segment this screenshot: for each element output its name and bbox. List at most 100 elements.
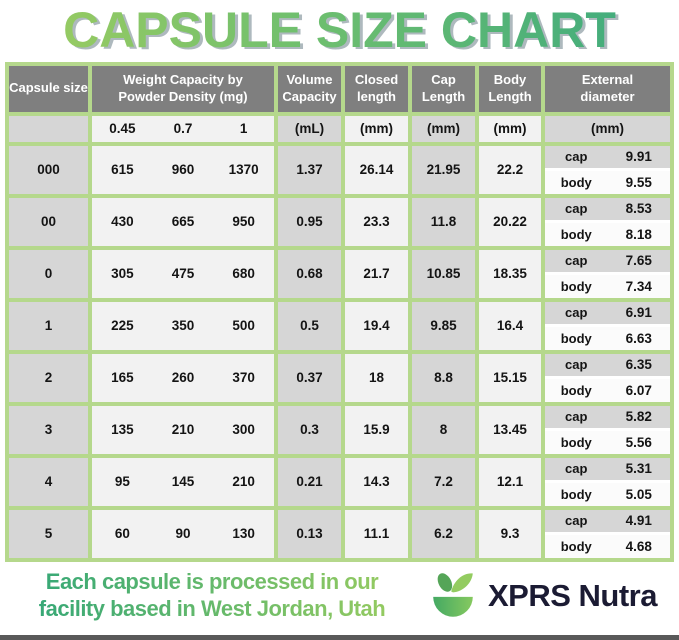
cap-label: cap [565, 149, 588, 165]
cap-label: cap [565, 513, 588, 529]
header-capsule-size: Capsule size [9, 65, 88, 112]
cap-length-cell: 9.85 [412, 301, 475, 350]
capsule-size-cell: 0 [9, 249, 88, 298]
volume-cell: 0.68 [278, 249, 341, 298]
weight-1: 680 [232, 266, 255, 281]
capsule-size-cell: 2 [9, 353, 88, 402]
external-diameter-cell: cap 5.31 body 5.05 [545, 457, 670, 506]
cap-diameter-value: 7.65 [625, 253, 652, 269]
weight-capacity-cell: 60 90 130 [92, 509, 274, 558]
external-diameter-cell: cap 5.82 body 5.56 [545, 405, 670, 454]
header-weight-capacity: Weight Capacity by Powder Density (mg) [92, 65, 274, 112]
weight-07: 475 [171, 266, 195, 281]
body-length-cell: 15.15 [479, 353, 541, 402]
cap-length-cell: 8.8 [412, 353, 475, 402]
weight-045: 165 [111, 370, 134, 385]
external-body-subrow: body 6.63 [545, 327, 670, 350]
cap-diameter-value: 4.91 [625, 513, 652, 529]
header-closed-length: Closed length [345, 65, 408, 112]
weight-045: 135 [111, 422, 134, 437]
body-diameter-value: 4.68 [625, 538, 652, 554]
cap-label: cap [565, 305, 588, 321]
volume-cell: 0.5 [278, 301, 341, 350]
density-045: 0.45 [109, 121, 136, 136]
cap-diameter-value: 9.91 [625, 149, 652, 165]
header-body-length: Body Length [479, 65, 541, 112]
weight-045: 225 [111, 318, 134, 333]
weight-07: 960 [171, 162, 195, 177]
cap-length-cell: 6.2 [412, 509, 475, 558]
closed-length-cell: 23.3 [345, 197, 408, 246]
table-row: 5 60 90 130 0.13 11.1 6.2 9.3 cap 4.91 b… [9, 509, 670, 558]
cap-diameter-value: 8.53 [625, 201, 652, 217]
external-cap-subrow: cap 9.91 [545, 145, 670, 168]
footer: Each capsule is processed in our facilit… [6, 569, 675, 623]
units-empty-cell [9, 115, 88, 142]
table-row: 00 430 665 950 0.95 23.3 11.8 20.22 cap … [9, 197, 670, 246]
weight-07: 665 [171, 214, 195, 229]
table-row: 0 305 475 680 0.68 21.7 10.85 18.35 cap … [9, 249, 670, 298]
weight-1: 210 [232, 474, 255, 489]
capsule-size-cell: 1 [9, 301, 88, 350]
cap-diameter-value: 5.31 [625, 461, 652, 477]
facility-tagline: Each capsule is processed in our facilit… [6, 569, 418, 622]
body-length-cell: 12.1 [479, 457, 541, 506]
body-label: body [560, 382, 592, 398]
units-densities-cell: 0.45 0.7 1 [92, 115, 274, 142]
external-body-subrow: body 9.55 [545, 171, 670, 194]
units-closed: (mm) [345, 115, 408, 142]
weight-045: 430 [111, 214, 134, 229]
weight-1: 300 [232, 422, 255, 437]
table-units-row: 0.45 0.7 1 (mL) (mm) (mm) (mm) (mm) [9, 115, 670, 142]
cap-label: cap [565, 357, 588, 373]
cap-length-cell: 21.95 [412, 145, 475, 194]
xprs-nutra-logo-icon [426, 569, 480, 623]
weight-045: 95 [114, 474, 130, 489]
external-body-subrow: body 6.07 [545, 379, 670, 402]
body-label: body [560, 434, 592, 450]
density-07: 0.7 [173, 121, 193, 136]
volume-cell: 1.37 [278, 145, 341, 194]
volume-cell: 0.3 [278, 405, 341, 454]
units-external: (mm) [545, 115, 670, 142]
external-cap-subrow: cap 5.31 [545, 457, 670, 480]
table-row: 3 135 210 300 0.3 15.9 8 13.45 cap 5.82 … [9, 405, 670, 454]
body-label: body [560, 226, 592, 242]
closed-length-cell: 11.1 [345, 509, 408, 558]
external-diameter-cell: cap 7.65 body 7.34 [545, 249, 670, 298]
external-cap-subrow: cap 5.82 [545, 405, 670, 428]
body-length-cell: 18.35 [479, 249, 541, 298]
weight-1: 500 [232, 318, 255, 333]
tagline-line-1: Each capsule is processed in our [45, 569, 379, 595]
density-1: 1 [239, 121, 248, 136]
closed-length-cell: 21.7 [345, 249, 408, 298]
weight-capacity-cell: 95 145 210 [92, 457, 274, 506]
closed-length-cell: 14.3 [345, 457, 408, 506]
volume-cell: 0.21 [278, 457, 341, 506]
body-length-cell: 22.2 [479, 145, 541, 194]
weight-1: 370 [232, 370, 255, 385]
closed-length-cell: 15.9 [345, 405, 408, 454]
weight-capacity-cell: 430 665 950 [92, 197, 274, 246]
body-length-cell: 20.22 [479, 197, 541, 246]
table-header-row: Capsule size Weight Capacity by Powder D… [9, 65, 670, 112]
cap-length-cell: 11.8 [412, 197, 475, 246]
cap-label: cap [565, 253, 588, 269]
capsule-size-cell: 3 [9, 405, 88, 454]
external-body-subrow: body 8.18 [545, 223, 670, 246]
capsule-size-table: Capsule size Weight Capacity by Powder D… [5, 61, 674, 562]
body-diameter-value: 9.55 [625, 174, 652, 190]
weight-07: 260 [171, 370, 195, 385]
weight-1: 1370 [228, 162, 259, 177]
body-label: body [560, 278, 592, 294]
weight-capacity-cell: 225 350 500 [92, 301, 274, 350]
weight-capacity-cell: 165 260 370 [92, 353, 274, 402]
external-cap-subrow: cap 4.91 [545, 509, 670, 532]
external-diameter-cell: cap 8.53 body 8.18 [545, 197, 670, 246]
weight-capacity-cell: 615 960 1370 [92, 145, 274, 194]
external-cap-subrow: cap 7.65 [545, 249, 670, 272]
weight-07: 90 [175, 526, 191, 541]
table-row: 1 225 350 500 0.5 19.4 9.85 16.4 cap 6.9… [9, 301, 670, 350]
units-body: (mm) [479, 115, 541, 142]
